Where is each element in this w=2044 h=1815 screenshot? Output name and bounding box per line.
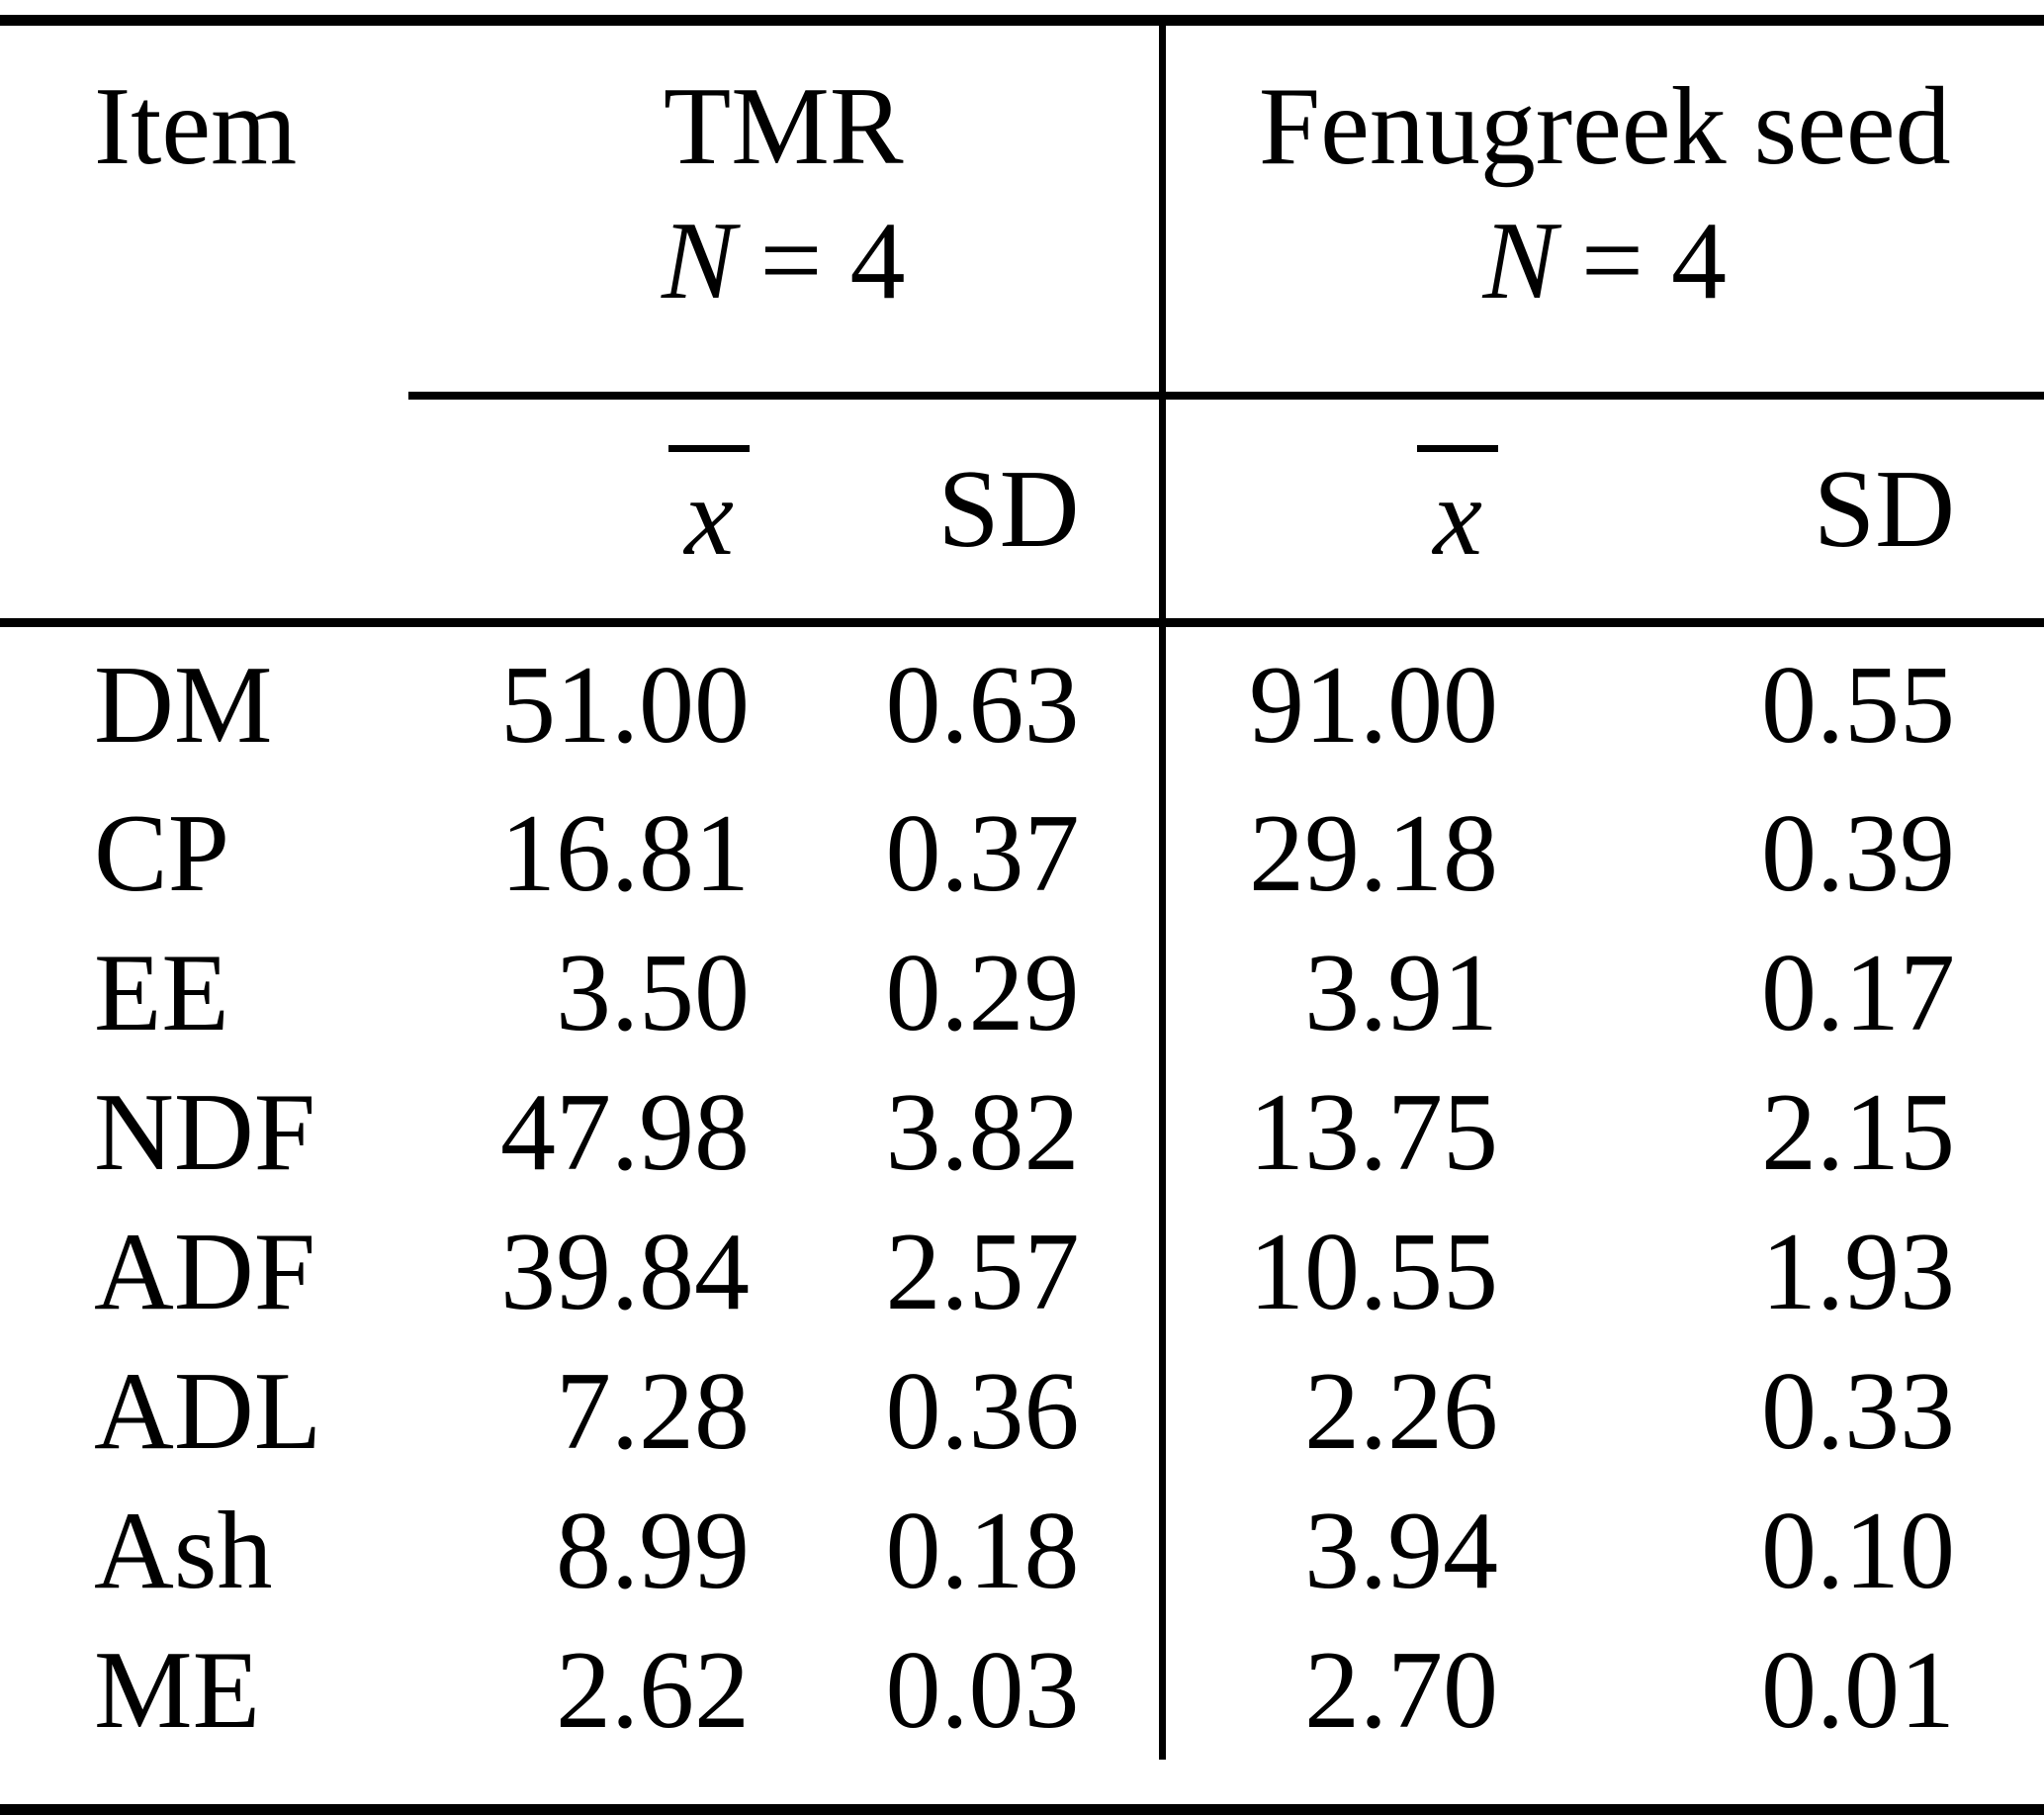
tmr-mean-cell: 47.98 [408,1062,761,1202]
fenugreek-sd-cell: 0.17 [1513,923,2044,1062]
fenugreek-mean-cell: 91.00 [1162,623,1513,784]
tmr-sd-cell: 3.82 [761,1062,1162,1202]
fenugreek-mean-header: x [1162,396,1513,623]
fenugreek-sd-header: SD [1513,396,2044,623]
fenugreek-sd-cell: 0.01 [1513,1620,2044,1760]
xbar-symbol: x [1417,445,1498,573]
item-cell: ADF [0,1202,408,1341]
fenugreek-mean-cell: 3.94 [1162,1481,1513,1620]
fenugreek-mean-cell: 2.70 [1162,1620,1513,1760]
tmr-mean-cell: 39.84 [408,1202,761,1341]
table-body: DM 51.00 0.63 91.00 0.55 CP 16.81 0.37 2… [0,623,2044,1761]
fenugreek-sd-cell: 1.93 [1513,1202,2044,1341]
item-column-header: Item [0,26,408,623]
paper-table-page: Item TMR N= 4 Fenugreek seed N= 4 x SD x… [0,15,2044,1809]
tmr-mean-cell: 16.81 [408,783,761,923]
tmr-mean-cell: 2.62 [408,1620,761,1760]
fenugreek-mean-cell: 13.75 [1162,1062,1513,1202]
group-header-row: Item TMR N= 4 Fenugreek seed N= 4 [0,26,2044,396]
fenugreek-sd-cell: 0.55 [1513,623,2044,784]
fenugreek-sd-cell: 0.33 [1513,1341,2044,1481]
item-cell: DM [0,623,408,784]
tmr-mean-header: x [408,396,761,623]
xbar-symbol: x [668,445,750,573]
item-cell: ME [0,1620,408,1760]
table-row-ee: EE 3.50 0.29 3.91 0.17 [0,923,2044,1062]
table-top-rule [0,15,2044,26]
tmr-sd-cell: 0.63 [761,623,1162,784]
tmr-mean-cell: 8.99 [408,1481,761,1620]
group-name-fenugreek: Fenugreek seed [1166,59,2044,194]
item-cell: Ash [0,1481,408,1620]
tmr-sd-cell: 0.03 [761,1620,1162,1760]
table-header: Item TMR N= 4 Fenugreek seed N= 4 x SD x… [0,26,2044,623]
tmr-sd-cell: 2.57 [761,1202,1162,1341]
group-header-tmr: TMR N= 4 [408,26,1162,396]
tmr-mean-cell: 7.28 [408,1341,761,1481]
tmr-sd-cell: 0.18 [761,1481,1162,1620]
fenugreek-mean-cell: 10.55 [1162,1202,1513,1341]
tmr-mean-cell: 3.50 [408,923,761,1062]
tmr-sd-header: SD [761,396,1162,623]
item-cell: CP [0,783,408,923]
fenugreek-mean-cell: 2.26 [1162,1341,1513,1481]
fenugreek-mean-cell: 3.91 [1162,923,1513,1062]
tmr-sd-cell: 0.29 [761,923,1162,1062]
group-header-fenugreek: Fenugreek seed N= 4 [1162,26,2044,396]
tmr-sd-cell: 0.36 [761,1341,1162,1481]
table-row-ndf: NDF 47.98 3.82 13.75 2.15 [0,1062,2044,1202]
table-row-dm: DM 51.00 0.63 91.00 0.55 [0,623,2044,784]
tmr-mean-cell: 51.00 [408,623,761,784]
fenugreek-sd-cell: 2.15 [1513,1062,2044,1202]
composition-table: Item TMR N= 4 Fenugreek seed N= 4 x SD x… [0,26,2044,1760]
fenugreek-mean-cell: 29.18 [1162,783,1513,923]
table-row-adl: ADL 7.28 0.36 2.26 0.33 [0,1341,2044,1481]
item-cell: EE [0,923,408,1062]
item-cell: ADL [0,1341,408,1481]
fenugreek-sd-cell: 0.39 [1513,783,2044,923]
table-row-me: ME 2.62 0.03 2.70 0.01 [0,1620,2044,1760]
table-row-adf: ADF 39.84 2.57 10.55 1.93 [0,1202,2044,1341]
table-bottom-rule [0,1804,2044,1815]
group-n-tmr: N= 4 [408,194,1159,328]
table-row-ash: Ash 8.99 0.18 3.94 0.10 [0,1481,2044,1620]
group-n-fenugreek: N= 4 [1166,194,2044,328]
tmr-sd-cell: 0.37 [761,783,1162,923]
table-row-cp: CP 16.81 0.37 29.18 0.39 [0,783,2044,923]
group-name-tmr: TMR [408,59,1159,194]
item-cell: NDF [0,1062,408,1202]
fenugreek-sd-cell: 0.10 [1513,1481,2044,1620]
